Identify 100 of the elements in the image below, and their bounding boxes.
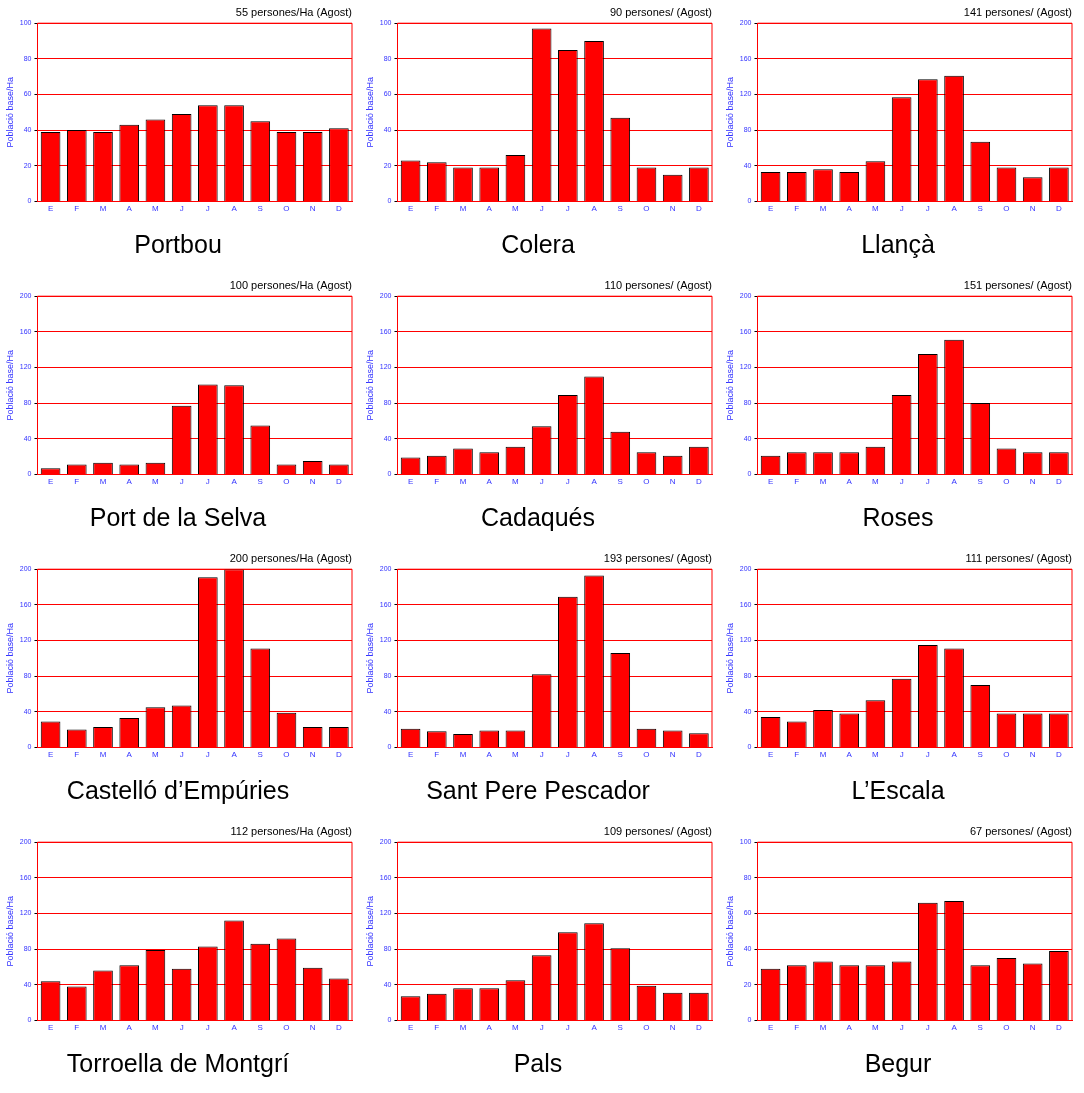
chart-subtitle: 200 persones/Ha (Agost) <box>229 551 352 564</box>
x-tick-label: O <box>283 204 290 214</box>
x-tick-label: O <box>643 1023 650 1033</box>
y-axis-title: Població base/Ha <box>4 77 15 148</box>
x-tick-label: J <box>899 750 904 760</box>
x-tick-label: O <box>1003 204 1010 214</box>
x-tick-label: M <box>512 477 520 487</box>
text: Castelló d’Empúries <box>66 775 290 804</box>
x-tick-label: A <box>951 204 958 214</box>
x-tick-label: J <box>925 477 930 487</box>
x-tick-label: A <box>591 204 598 214</box>
x-tick-label: O <box>1003 750 1010 760</box>
x-tick-label: M <box>152 750 160 760</box>
y-axis-title: Població base/Ha <box>364 77 375 148</box>
x-tick-label: D <box>696 1023 702 1033</box>
x-tick-label: A <box>591 750 598 760</box>
chart-subtitle: 193 persones/ (Agost) <box>603 551 712 564</box>
x-tick-label: S <box>257 750 263 760</box>
x-tick-label: N <box>1029 750 1036 760</box>
x-tick-label: A <box>846 204 853 214</box>
x-tick-label: J <box>205 750 210 760</box>
x-tick-label: N <box>309 204 316 214</box>
x-tick-label: F <box>794 204 800 214</box>
chart-subtitle: 141 persones/ (Agost) <box>963 5 1072 18</box>
x-tick-label: S <box>977 750 983 760</box>
chart-subtitle: 112 persones/Ha (Agost) <box>230 824 352 837</box>
x-tick-label: S <box>617 204 623 214</box>
x-tick-label: E <box>47 204 54 214</box>
x-tick-label: D <box>336 204 342 214</box>
x-tick-label: S <box>977 1023 983 1033</box>
x-tick-label: J <box>899 477 904 487</box>
x-tick-label: D <box>696 204 702 214</box>
x-tick-label: E <box>47 477 54 487</box>
x-tick-label: O <box>1003 1023 1010 1033</box>
x-tick-label: M <box>512 750 520 760</box>
x-tick-label: A <box>126 1023 133 1033</box>
x-tick-label: A <box>231 1023 238 1033</box>
text: Roses <box>862 502 934 531</box>
x-tick-label: A <box>846 477 853 487</box>
x-tick-label: F <box>74 750 80 760</box>
x-tick-label: J <box>565 1023 570 1033</box>
chart-subtitle: 111 persones/ (Agost) <box>965 551 1072 564</box>
x-tick-label: F <box>74 204 80 214</box>
x-tick-label: M <box>512 1023 520 1033</box>
chart-subtitle: 100 persones/Ha (Agost) <box>229 278 352 291</box>
x-tick-label: S <box>617 1023 623 1033</box>
x-tick-label: S <box>617 750 623 760</box>
text: Llançà <box>861 229 935 258</box>
x-tick-label: M <box>152 204 160 214</box>
x-tick-label: A <box>126 750 133 760</box>
x-tick-label: A <box>486 1023 493 1033</box>
x-tick-label: E <box>407 1023 414 1033</box>
x-tick-label: D <box>1056 750 1062 760</box>
x-tick-label: E <box>407 204 414 214</box>
x-tick-label: M <box>99 204 107 214</box>
y-axis-title: Població base/Ha <box>4 896 15 967</box>
x-tick-label: F <box>794 750 800 760</box>
x-tick-label: M <box>819 477 827 487</box>
x-tick-label: D <box>696 750 702 760</box>
text: Port de la Selva <box>89 502 267 531</box>
y-axis-title: Població base/Ha <box>724 77 735 148</box>
y-axis-title: Població base/Ha <box>364 350 375 421</box>
x-tick-label: E <box>767 1023 774 1033</box>
x-tick-label: A <box>126 477 133 487</box>
x-tick-label: A <box>591 1023 598 1033</box>
x-tick-label: J <box>899 204 904 214</box>
y-axis-title: Població base/Ha <box>4 350 15 421</box>
x-tick-label: S <box>257 204 263 214</box>
y-axis-title: Població base/Ha <box>724 896 735 967</box>
x-tick-label: J <box>539 1023 544 1033</box>
x-tick-label: N <box>1029 477 1036 487</box>
text: Begur <box>864 1048 932 1077</box>
x-tick-label: F <box>74 1023 80 1033</box>
chart-subtitle: 109 persones/ (Agost) <box>603 824 712 837</box>
x-tick-label: F <box>74 477 80 487</box>
x-tick-label: O <box>643 477 650 487</box>
x-tick-label: M <box>512 204 520 214</box>
x-tick-label: O <box>283 1023 290 1033</box>
x-tick-label: A <box>486 204 493 214</box>
x-tick-label: M <box>152 477 160 487</box>
x-tick-label: A <box>486 750 493 760</box>
x-tick-label: S <box>977 477 983 487</box>
x-tick-label: J <box>565 204 570 214</box>
x-tick-label: F <box>434 1023 440 1033</box>
x-tick-label: S <box>977 204 983 214</box>
chart-subtitle: 67 persones/ (Agost) <box>969 824 1072 837</box>
x-tick-label: A <box>486 477 493 487</box>
x-tick-label: J <box>925 204 930 214</box>
x-tick-label: D <box>336 1023 342 1033</box>
x-tick-label: D <box>1056 1023 1062 1033</box>
x-tick-label: A <box>126 204 133 214</box>
x-tick-label: A <box>846 1023 853 1033</box>
text: Pals <box>513 1048 563 1077</box>
text: Colera <box>501 229 575 258</box>
x-tick-label: A <box>231 750 238 760</box>
x-tick-label: M <box>819 1023 827 1033</box>
x-tick-label: J <box>179 1023 184 1033</box>
x-tick-label: J <box>565 477 570 487</box>
x-tick-label: J <box>205 477 210 487</box>
x-tick-label: O <box>283 477 290 487</box>
